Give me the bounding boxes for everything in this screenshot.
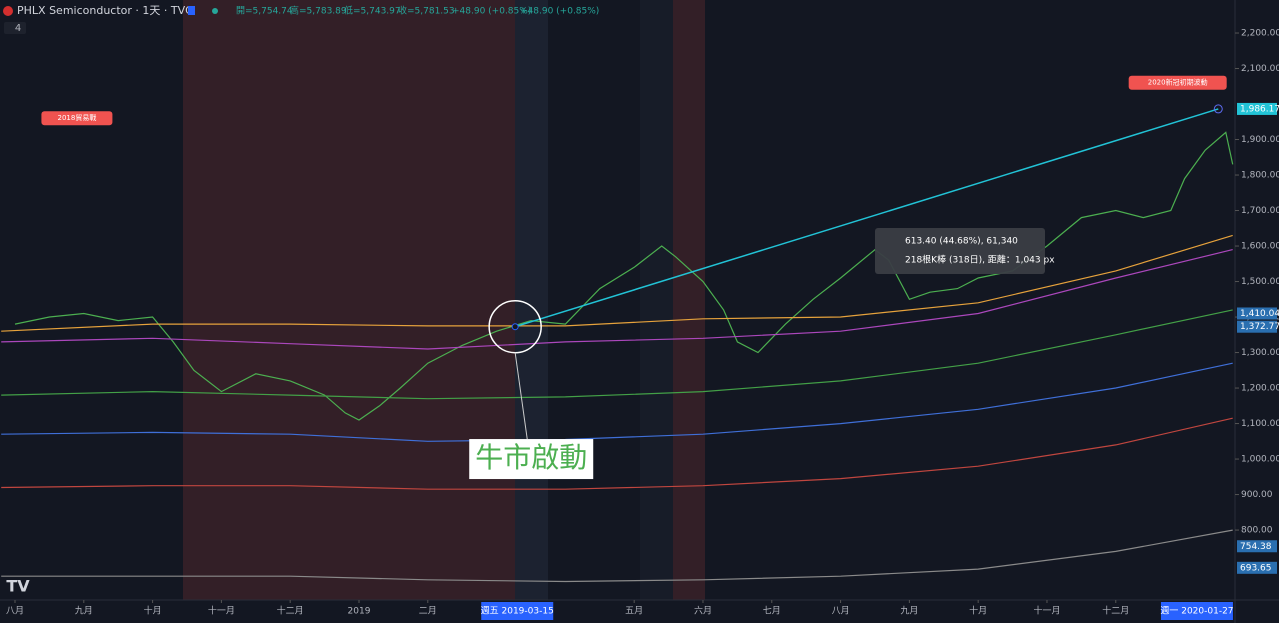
price-label: 693.65	[1240, 563, 1272, 573]
y-tick-label: 900.00	[1241, 490, 1273, 500]
cursor-label: 週一 2020-01-27	[1160, 606, 1233, 617]
shaded-range	[183, 0, 515, 600]
symbol: PHLX Semiconductor · 1天 · TVC	[17, 4, 193, 17]
x-tick-label: 九月	[75, 606, 93, 617]
x-tick-label: 五月	[625, 606, 643, 617]
indicator-toggle[interactable]	[4, 22, 26, 34]
low: 低=5,743.97	[344, 5, 401, 17]
annotation-pointer	[514, 352, 528, 440]
trend-anchor	[511, 323, 519, 331]
trend-line	[514, 108, 1219, 328]
x-tick-label: 六月	[694, 605, 712, 617]
price-label: 1,986.17	[1240, 104, 1279, 114]
measure-text: 218根K棒 (318日), 距離：1,043 px	[905, 254, 1055, 266]
price-line	[1, 417, 1233, 490]
trend-anchor	[1213, 104, 1223, 114]
x-tick-label: 2019	[348, 607, 371, 617]
y-tick-label: 2,200.00	[1241, 29, 1279, 39]
logo: TV	[6, 577, 30, 596]
status-dot	[212, 8, 218, 14]
x-tick-label: 十一月	[1033, 605, 1060, 617]
price-label: 1,410.04	[1240, 309, 1279, 319]
y-tick-label: 1,000.00	[1241, 455, 1279, 465]
x-tick-label: 八月	[832, 606, 850, 617]
y-tick-label: 800.00	[1241, 526, 1273, 536]
price-label: 754.38	[1240, 542, 1272, 552]
x-tick-label: 十二月	[277, 605, 304, 617]
change: +48.90 (+0.85%)	[520, 7, 599, 17]
measure-box	[875, 228, 1045, 274]
measure-text: 613.40 (44.68%), 61,340	[905, 237, 1018, 247]
annotation-bg	[41, 111, 113, 126]
flag	[188, 6, 195, 15]
price-line	[14, 131, 1234, 421]
price-line	[1, 309, 1233, 400]
price-label-bg	[1237, 561, 1277, 574]
y-tick-label: 1,600.00	[1241, 242, 1279, 252]
x-tick-label: 十月	[969, 605, 987, 617]
close: 收=5,781.53	[398, 5, 455, 17]
price-label-bg	[1237, 307, 1277, 320]
price-line	[1, 529, 1233, 583]
y-tick-label: 1,300.00	[1241, 348, 1279, 358]
indicator-count[interactable]: 4	[15, 23, 21, 34]
annotation-bg	[1128, 75, 1227, 90]
y-tick-label: 1,100.00	[1241, 419, 1279, 429]
y-tick-label: 1,500.00	[1241, 277, 1279, 287]
high: 高=5,783.89	[290, 5, 347, 17]
x-tick-label: 十一月	[208, 605, 235, 617]
annotation-bg	[469, 439, 594, 480]
shaded-range	[640, 0, 673, 600]
x-tick-label: 二月	[419, 606, 437, 617]
y-tick-label: 1,800.00	[1241, 171, 1279, 181]
price-label-bg	[1237, 540, 1277, 553]
y-tick-label: 2,100.00	[1241, 64, 1279, 74]
price-label-bg	[1237, 320, 1277, 333]
cursor-label: 週五 2019-03-15	[481, 606, 554, 617]
price-label-bg	[1237, 102, 1277, 115]
x-tick-label: 七月	[763, 606, 781, 617]
y-tick-label: 1,900.00	[1241, 135, 1279, 145]
y-tick-label: 1,700.00	[1241, 206, 1279, 216]
x-tick-label: 九月	[900, 606, 918, 617]
x-tick-label: 八月	[6, 606, 24, 617]
price-line	[1, 362, 1233, 442]
flag-icon	[3, 6, 13, 16]
open: 開=5,754.74	[236, 6, 293, 17]
annotation: 牛市啟動	[475, 441, 587, 474]
shaded-range	[515, 0, 548, 600]
price-line	[1, 249, 1233, 350]
cursor-label-bg	[1160, 602, 1233, 620]
x-tick-label: 十二月	[1102, 605, 1129, 617]
annotation: 2018貿易戰	[58, 113, 97, 122]
annotation: 2020新冠初期波動	[1148, 78, 1208, 87]
x-tick-label: 十月	[144, 605, 162, 617]
price-label: 1,372.77	[1240, 322, 1279, 332]
y-tick-label: 1,200.00	[1241, 384, 1279, 394]
shaded-range	[673, 0, 705, 600]
cursor-label-bg	[481, 602, 554, 620]
price-line	[1, 234, 1233, 332]
change: +48.90 (+0.85%)	[452, 7, 531, 17]
